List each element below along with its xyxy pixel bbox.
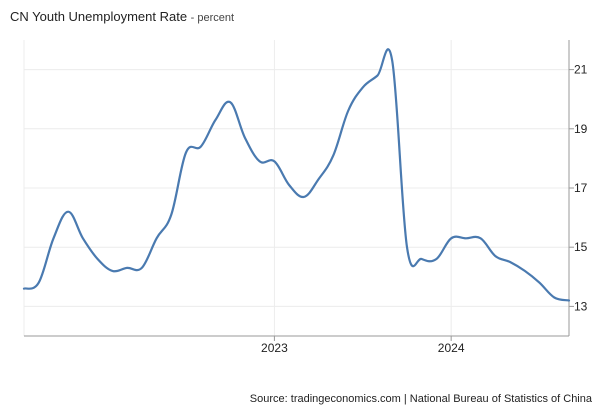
- y-tick-label: 13: [574, 299, 588, 313]
- chart-title: CN Youth Unemployment Rate - percent: [10, 9, 234, 24]
- x-tick-label: 2023: [261, 341, 288, 355]
- y-tick-label: 19: [574, 122, 588, 136]
- y-tick-label: 15: [574, 240, 588, 254]
- y-tick-label: 21: [574, 63, 588, 77]
- x-tick-label: 2024: [438, 341, 465, 355]
- source-note: Source: tradingeconomics.com | National …: [249, 393, 592, 405]
- chart-subtitle: - percent: [190, 12, 235, 24]
- series-line: [22, 48, 571, 302]
- chart-title-text: CN Youth Unemployment Rate: [10, 9, 188, 24]
- y-tick-label: 17: [574, 181, 588, 195]
